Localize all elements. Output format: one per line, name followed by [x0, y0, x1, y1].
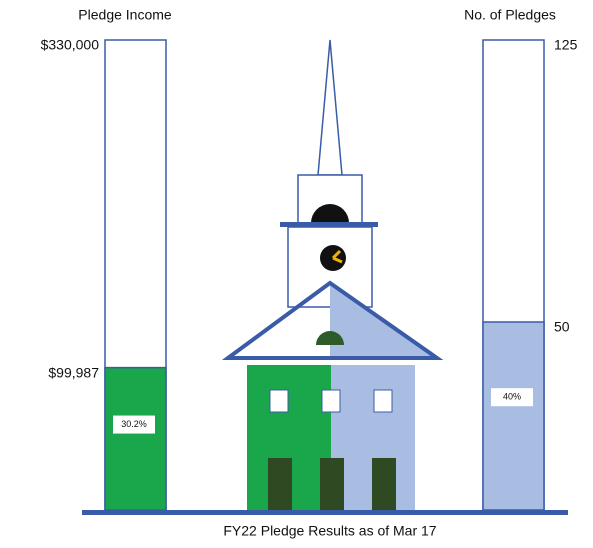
infographic: Pledge Income $330,000 $99,987 30.2% No. of …: [0, 0, 593, 548]
value-label: $99,987: [48, 364, 99, 380]
church: [228, 40, 437, 512]
value-label: 50: [554, 319, 570, 335]
bar: [105, 368, 166, 510]
annotation: 30.2%: [121, 419, 147, 429]
y-tick-label: $330,000: [41, 37, 100, 53]
y-tick-label: 125: [554, 37, 578, 53]
bar: [483, 322, 544, 510]
bar-title: No. of Pledges: [464, 7, 556, 23]
bar-title: Pledge Income: [78, 7, 172, 23]
caption: FY22 Pledge Results as of Mar 17: [223, 523, 436, 539]
annotation: 40%: [503, 392, 521, 402]
